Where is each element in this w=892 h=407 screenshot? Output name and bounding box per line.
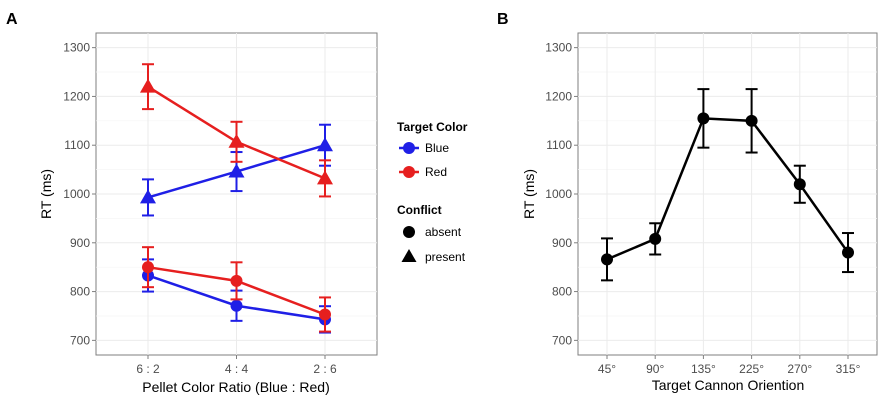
y-tick-label: 1100 — [64, 138, 90, 152]
legend-item-blue: Blue — [399, 141, 449, 155]
panel-a-x-ticks: 6 : 2 4 : 4 2 : 6 — [136, 355, 337, 376]
data-point-triangle — [140, 78, 156, 93]
data-point-circle — [793, 178, 806, 191]
data-point-triangle — [140, 189, 156, 204]
legend-present-triangle-icon — [401, 249, 417, 262]
y-tick-label: 700 — [552, 333, 572, 347]
x-tick-label: 225° — [739, 362, 764, 376]
legend-item-present: present — [401, 249, 466, 264]
y-tick-label: 800 — [70, 285, 90, 299]
legend-absent-circle-icon — [403, 226, 415, 238]
panel-b-label: B — [497, 11, 509, 28]
panel-a-series — [140, 63, 333, 334]
y-tick-label: 800 — [552, 285, 572, 299]
y-tick-label: 700 — [70, 333, 90, 347]
data-point-circle — [230, 274, 243, 287]
y-tick-label: 1000 — [63, 187, 90, 201]
legend-blue-label: Blue — [425, 141, 449, 155]
data-point-circle — [842, 246, 854, 259]
panel-b-y-ticks: 700 800 900 1000 1100 1200 1300 — [545, 41, 578, 347]
y-tick-label: 1200 — [545, 89, 572, 103]
legend-item-red: Red — [399, 165, 447, 179]
x-tick-label: 6 : 2 — [136, 362, 160, 376]
data-point-triangle — [317, 137, 333, 152]
legend-color-title: Target Color — [397, 120, 468, 134]
x-tick-label: 2 : 6 — [313, 362, 337, 376]
y-tick-label: 900 — [70, 236, 90, 250]
y-tick-label: 1300 — [63, 41, 90, 55]
data-point-triangle — [317, 170, 333, 185]
data-point-triangle — [228, 133, 245, 148]
x-tick-label: 90° — [646, 362, 664, 376]
legend-item-absent: absent — [403, 225, 462, 239]
x-tick-label: 4 : 4 — [225, 362, 249, 376]
x-tick-label: 315° — [836, 362, 861, 376]
panel-a: A 700 800 900 1000 1100 1200 1300 6 : 2 4 : 4 2 … — [6, 11, 468, 395]
y-tick-label: 1300 — [545, 41, 572, 55]
y-tick-label: 1000 — [545, 187, 572, 201]
panel-a-legend: Target Color Blue Red Conflict absent pr… — [397, 120, 468, 264]
legend-red-dot — [403, 166, 415, 178]
data-point-circle — [230, 299, 243, 312]
panel-b-x-ticks: 45° 90° 135° 225° 270° 315° — [598, 355, 861, 376]
panel-b-series — [601, 88, 854, 282]
x-tick-label: 135° — [691, 362, 716, 376]
panel-a-y-axis-label: RT (ms) — [38, 169, 54, 219]
legend-absent-label: absent — [425, 225, 462, 239]
data-point-circle — [649, 232, 662, 245]
legend-blue-dot — [403, 142, 415, 154]
y-tick-label: 1200 — [63, 89, 90, 103]
data-point-circle — [142, 261, 154, 274]
legend-red-label: Red — [425, 165, 447, 179]
series-line — [606, 117, 850, 261]
panel-a-label: A — [6, 11, 18, 28]
data-point-circle — [319, 308, 331, 321]
x-tick-label: 45° — [598, 362, 616, 376]
panel-b: B 700 800 900 1000 1100 1200 1300 45° 90° 135° 22… — [497, 11, 878, 393]
panel-a-y-ticks: 700 800 900 1000 1100 1200 1300 — [63, 41, 96, 347]
y-tick-label: 1100 — [546, 138, 572, 152]
data-point-circle — [697, 112, 710, 125]
legend-shape-title: Conflict — [397, 203, 442, 217]
panel-b-grid — [578, 33, 877, 355]
panel-b-y-axis-label: RT (ms) — [521, 169, 537, 219]
panel-a-x-axis-label: Pellet Color Ratio (Blue : Red) — [142, 379, 330, 395]
x-tick-label: 270° — [787, 362, 812, 376]
data-point-circle — [601, 253, 613, 266]
panel-b-x-axis-label: Target Cannon Oriention — [652, 377, 805, 393]
y-tick-label: 900 — [552, 236, 572, 250]
data-point-triangle — [228, 163, 245, 178]
data-point-circle — [745, 114, 758, 127]
legend-present-label: present — [425, 250, 466, 264]
